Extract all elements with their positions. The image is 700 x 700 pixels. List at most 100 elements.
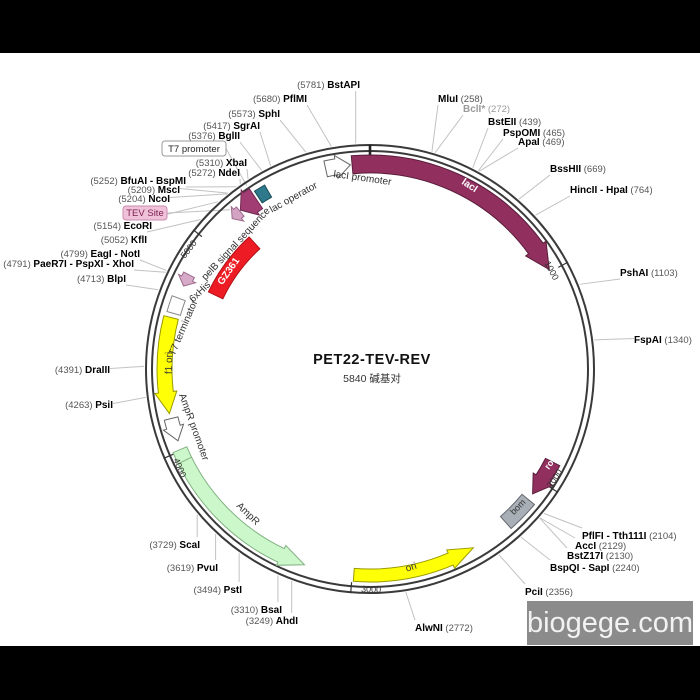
enzyme-label: (3249) AhdI bbox=[246, 616, 299, 627]
enzyme-leader bbox=[478, 138, 504, 172]
enzyme-label: FspAI (1340) bbox=[634, 335, 692, 346]
enzyme-label: AlwNI (2772) bbox=[415, 623, 473, 634]
enzyme-leader bbox=[179, 188, 229, 194]
ruler-tick bbox=[558, 261, 569, 268]
enzyme-label: (5154) EcoRI bbox=[94, 221, 153, 232]
feature-lac-operator-box bbox=[253, 184, 273, 204]
enzyme-leader bbox=[112, 396, 146, 404]
letterbox-top bbox=[0, 0, 700, 53]
ruler-tick bbox=[548, 485, 559, 493]
feature-GZ361 bbox=[207, 236, 261, 300]
feature-label-ori: ori bbox=[404, 561, 418, 575]
enzyme-label: (5680) PflMI bbox=[253, 94, 307, 105]
enzyme-label: (3310) BsaI bbox=[231, 605, 282, 616]
feature-bom bbox=[499, 493, 536, 530]
enzyme-leader bbox=[169, 193, 228, 198]
enzyme-label: PshAI (1103) bbox=[620, 268, 678, 279]
feature-AmpR bbox=[172, 446, 306, 566]
enzyme-leader bbox=[543, 512, 583, 529]
enzyme-leader bbox=[109, 365, 145, 369]
enzyme-label: (5209) MscI bbox=[128, 185, 181, 196]
ruler-tick-label: 3000 bbox=[361, 584, 381, 595]
enzyme-leader bbox=[146, 218, 201, 233]
enzyme-leader bbox=[239, 141, 263, 171]
enzyme-leader bbox=[579, 278, 621, 285]
enzyme-label: (5417) SgrAI bbox=[203, 121, 260, 132]
callout-text-T7-promoter: T7 promoter bbox=[168, 144, 220, 155]
enzyme-leader bbox=[405, 591, 416, 621]
enzyme-label: MluI (258) bbox=[438, 94, 483, 105]
ruler-tick bbox=[163, 453, 174, 459]
feature-TEV-site-marker bbox=[230, 205, 246, 222]
enzyme-leader bbox=[535, 195, 571, 216]
callout-text-TEV-Site: TEV Site bbox=[126, 208, 164, 219]
enzyme-label: ApaI (469) bbox=[518, 137, 565, 148]
plasmid-ring-outer bbox=[145, 144, 595, 594]
enzyme-leader bbox=[539, 517, 576, 539]
callout-box-TEV-Site bbox=[122, 205, 168, 221]
feature-label-lac-operator-box: lac operator bbox=[268, 180, 320, 216]
plasmid-ring-inner bbox=[151, 150, 589, 588]
enzyme-leader bbox=[306, 104, 332, 147]
feature-lacI-promoter-arrow bbox=[323, 154, 352, 180]
enzyme-label: AccI (2129) bbox=[575, 541, 626, 552]
enzyme-label: (4799) EagI - NotI bbox=[60, 249, 140, 260]
enzyme-label: (5573) SphI bbox=[228, 109, 280, 120]
feature-pelB-signal-sequence bbox=[239, 188, 264, 216]
callout-leader bbox=[225, 148, 248, 186]
enzyme-leader bbox=[246, 168, 249, 179]
enzyme-label: (4713) BlpI bbox=[77, 274, 126, 285]
enzyme-label: BstZ17I (2130) bbox=[567, 551, 633, 562]
ruler-tick bbox=[350, 582, 353, 594]
enzyme-leader bbox=[472, 127, 489, 168]
feature-T7-terminator-box bbox=[166, 295, 186, 317]
enzyme-leader bbox=[133, 269, 166, 273]
feature-lacI bbox=[350, 154, 550, 271]
ruler-tick-label: 1000 bbox=[543, 259, 561, 281]
enzyme-label: (3494) PstI bbox=[194, 585, 243, 596]
enzyme-leader bbox=[479, 147, 519, 172]
enzyme-leader bbox=[259, 131, 272, 167]
enzyme-label: PciI (2356) bbox=[525, 587, 573, 598]
enzyme-label: BspQI - SapI (2240) bbox=[550, 563, 640, 574]
feature-ori bbox=[352, 547, 475, 583]
enzyme-label: (5052) KflI bbox=[101, 235, 147, 246]
feature-separator bbox=[177, 456, 192, 465]
enzyme-label: BssHII (669) bbox=[550, 164, 606, 175]
enzyme-leader bbox=[139, 259, 167, 272]
enzyme-label: (4263) PsiI bbox=[65, 400, 113, 411]
feature-f1-ori bbox=[153, 315, 179, 415]
ruler-tick-label: 5000 bbox=[179, 238, 199, 260]
enzyme-leader bbox=[125, 284, 159, 291]
letterbox-bottom bbox=[0, 646, 700, 700]
features bbox=[153, 154, 561, 583]
ruler-tick bbox=[192, 229, 203, 238]
feature-AmpR-promoter-arrow bbox=[162, 416, 185, 442]
enzyme-leader bbox=[498, 554, 526, 585]
enzyme-label: PflFI - Tth111I (2104) bbox=[582, 531, 677, 542]
enzyme-label: (4391) DraIII bbox=[55, 365, 110, 376]
enzyme-label: BstEII (439) bbox=[488, 117, 541, 128]
enzyme-label: (5272) NdeI bbox=[188, 168, 240, 179]
enzyme-leader bbox=[279, 119, 307, 153]
enzyme-label: (5781) BstAPI bbox=[297, 80, 360, 91]
enzyme-leader bbox=[539, 517, 568, 549]
enzyme-label: PspOMI (465) bbox=[503, 128, 565, 139]
enzyme-leader bbox=[434, 114, 464, 153]
enzyme-label: (5376) BglII bbox=[188, 131, 240, 142]
feature-6xHis-marker bbox=[177, 271, 198, 287]
enzyme-label: BclI* (272) bbox=[463, 104, 510, 115]
enzyme-label: (3729) ScaI bbox=[149, 540, 200, 551]
enzyme-leader bbox=[431, 104, 439, 152]
enzyme-leader bbox=[520, 536, 551, 561]
feature-rop bbox=[532, 457, 561, 495]
enzyme-label: (5252) BfuAI - BspMI bbox=[90, 176, 186, 187]
enzyme-label: (4791) PaeR7I - PspXI - XhoI bbox=[3, 259, 134, 270]
enzyme-label: (5310) XbaI bbox=[196, 158, 247, 169]
enzyme-label: HincII - HpaI (764) bbox=[570, 185, 653, 196]
ring-group bbox=[145, 144, 595, 594]
enzyme-leader bbox=[594, 338, 635, 341]
callout-box-T7-promoter bbox=[161, 140, 227, 157]
